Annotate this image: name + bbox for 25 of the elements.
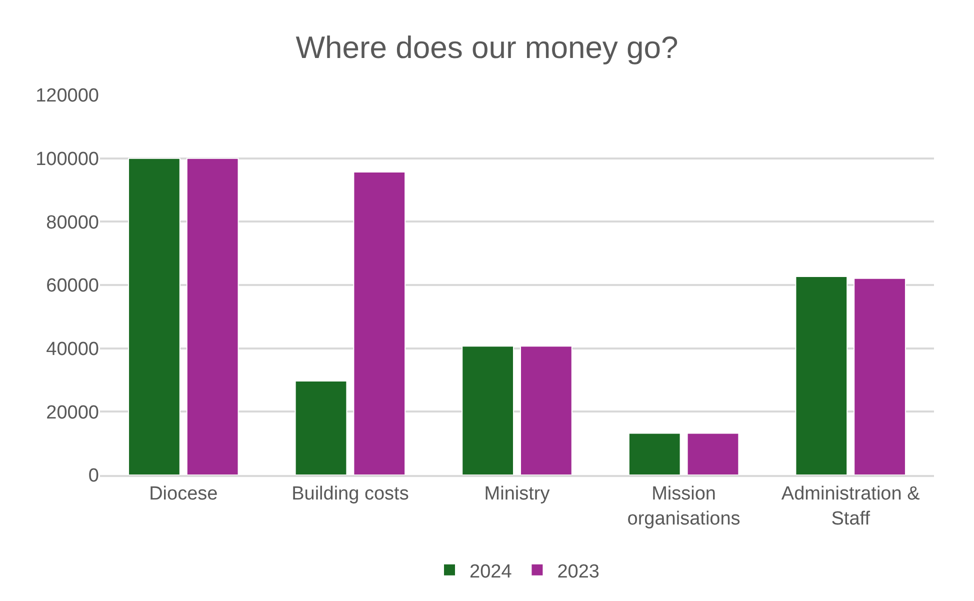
legend-label: 2023: [557, 561, 600, 582]
bar: [686, 432, 740, 475]
bar: [520, 346, 572, 475]
y-tick-label: 40000: [46, 338, 99, 360]
bar: [294, 380, 348, 475]
x-tick-label: Building costs: [292, 484, 409, 505]
y-tick-label: 0: [88, 466, 99, 487]
y-tick-label: 80000: [46, 212, 99, 234]
x-tick-label: Ministry: [484, 484, 550, 505]
legend-label: 2024: [470, 561, 512, 582]
x-tick-label: Administration & Staff: [781, 484, 920, 530]
bar: [353, 171, 406, 475]
x-tick-label: Diocese: [149, 484, 218, 505]
y-tick-label: 60000: [46, 276, 99, 297]
chart-title: Where does our money go?: [296, 30, 678, 65]
bar: [854, 278, 906, 475]
x-tick-label: Mission organisations: [627, 484, 740, 530]
bar: [628, 432, 681, 475]
y-tick-label: 120000: [36, 86, 99, 107]
y-tick-label: 100000: [36, 148, 99, 170]
y-tick-label: 20000: [46, 402, 99, 424]
bar: [462, 346, 514, 475]
bar: [186, 158, 239, 475]
bar: [795, 276, 848, 475]
bar: [128, 158, 180, 475]
